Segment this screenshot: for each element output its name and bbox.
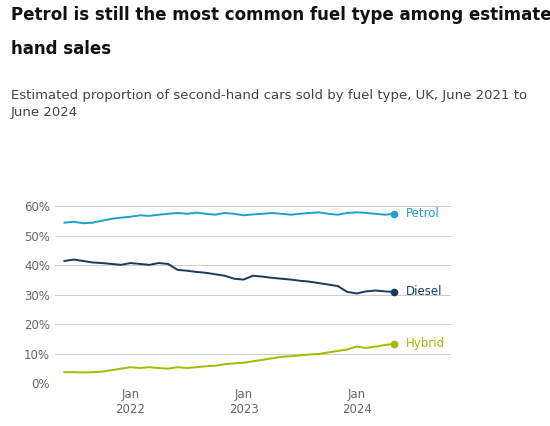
Text: Petrol: Petrol [406, 207, 439, 220]
Text: Estimated proportion of second-hand cars sold by fuel type, UK, June 2021 to
Jun: Estimated proportion of second-hand cars… [11, 89, 527, 119]
Text: Diesel: Diesel [406, 285, 442, 299]
Text: Petrol is still the most common fuel type among estimated second-: Petrol is still the most common fuel typ… [11, 6, 550, 24]
Text: hand sales: hand sales [11, 40, 111, 58]
Text: Hybrid: Hybrid [406, 337, 445, 350]
